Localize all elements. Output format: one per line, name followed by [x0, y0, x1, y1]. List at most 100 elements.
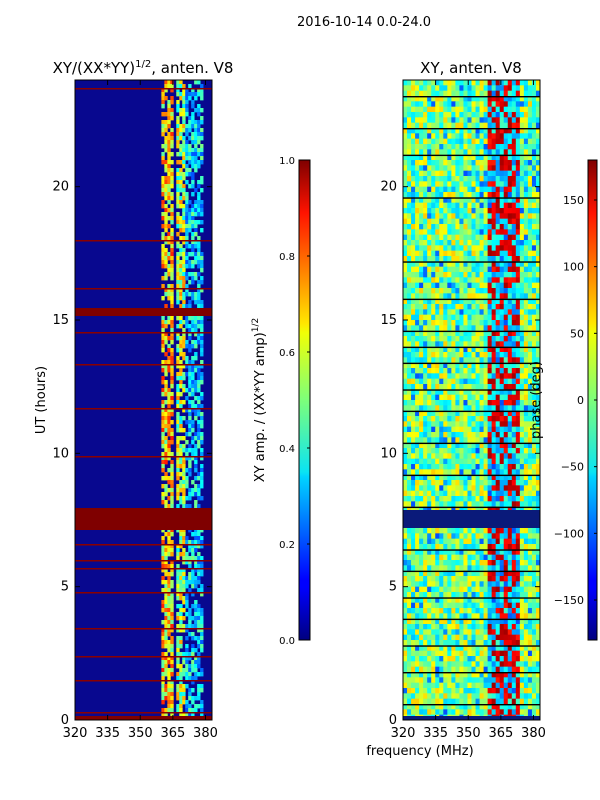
heatmap-cell: [200, 416, 204, 421]
heatmap-cell: [487, 165, 493, 172]
heatmap-cell: [435, 341, 440, 348]
heatmap-cell: [182, 84, 186, 89]
heatmap-cell: [463, 458, 468, 465]
heatmap-cell: [483, 538, 489, 545]
heatmap-cell: [503, 410, 509, 417]
heatmap-cell: [519, 570, 525, 577]
heatmap-cell: [435, 170, 440, 177]
heatmap-cell: [427, 314, 432, 321]
heatmap-cell: [495, 442, 501, 449]
heatmap-cell: [535, 346, 540, 353]
heatmap-cell: [431, 602, 436, 609]
heatmap-cell: [471, 277, 476, 284]
heatmap-cell: [507, 405, 513, 412]
heatmap-cell: [479, 176, 484, 182]
heatmap-cell: [411, 128, 416, 134]
heatmap-cell: [435, 421, 440, 428]
heatmap-cell: [411, 266, 416, 273]
heatmap-cell: [170, 708, 174, 713]
heatmap-cell: [182, 504, 186, 509]
heatmap-cell: [435, 346, 440, 353]
heatmap-cell: [431, 394, 436, 401]
heatmap-cell: [491, 410, 497, 417]
heatmap-cell: [427, 277, 432, 284]
heatmap-cell: [471, 426, 476, 433]
heatmap-cell: [176, 260, 180, 265]
heatmap-cell: [423, 202, 428, 209]
heatmap-cell: [535, 458, 540, 465]
heatmap-cell: [487, 538, 493, 545]
heatmap-cell: [451, 298, 456, 305]
heatmap-cell: [523, 218, 529, 225]
heatmap-cell: [407, 122, 412, 129]
heatmap-cell: [507, 133, 513, 140]
heatmap-cell: [511, 469, 517, 476]
heatmap-cell: [531, 229, 537, 236]
heatmap-cell: [427, 442, 432, 449]
heatmap-cell: [179, 280, 183, 285]
heatmap-cell: [403, 202, 408, 209]
heatmap-cell: [185, 284, 189, 289]
heatmap-cell: [495, 378, 501, 385]
heatmap-cell: [415, 229, 420, 236]
heatmap-cell: [407, 176, 412, 182]
heatmap-cell: [519, 357, 525, 364]
heatmap-cell: [179, 344, 183, 349]
heatmap-cell: [455, 432, 460, 438]
heatmap-cell: [451, 448, 456, 454]
heatmap-cell: [200, 464, 204, 469]
heatmap-cell: [407, 154, 412, 161]
heatmap-cell: [197, 244, 201, 249]
heatmap-cell: [475, 437, 480, 444]
heatmap-cell: [188, 428, 192, 433]
heatmap-cell: [511, 592, 517, 598]
heatmap-cell: [164, 584, 168, 589]
heatmap-cell: [451, 245, 456, 252]
heatmap-cell: [455, 320, 460, 326]
heatmap-cell: [411, 298, 416, 305]
heatmap-cell: [191, 120, 195, 125]
heatmap-cell: [531, 570, 537, 577]
heatmap-cell: [447, 581, 452, 588]
heatmap-cell: [185, 304, 189, 309]
heatmap-cell: [419, 549, 424, 556]
heatmap-cell: [503, 325, 509, 332]
heatmap-cell: [431, 506, 436, 513]
heatmap-cell: [499, 453, 505, 460]
heatmap-cell: [447, 490, 452, 497]
heatmap-cell: [443, 213, 448, 220]
heatmap-cell: [188, 408, 192, 413]
heatmap-cell: [475, 133, 480, 140]
heatmap-cell: [191, 652, 195, 657]
heatmap-cell: [176, 624, 180, 629]
heatmap-cell: [519, 528, 525, 534]
heatmap-cell: [535, 368, 540, 374]
heatmap-cell: [515, 144, 521, 150]
heatmap-cell: [191, 624, 195, 629]
heatmap-cell: [511, 464, 517, 470]
heatmap-cell: [491, 528, 497, 534]
heatmap-cell: [451, 325, 456, 332]
heatmap-cell: [503, 122, 509, 129]
heatmap-cell: [191, 664, 195, 669]
heatmap-cell: [170, 540, 174, 545]
heatmap-cell: [415, 309, 420, 316]
heatmap-cell: [423, 90, 428, 97]
heatmap-cell: [535, 560, 540, 566]
heatmap-cell: [471, 85, 476, 92]
heatmap-cell: [179, 340, 183, 345]
heatmap-cell: [182, 332, 186, 337]
heatmap-cell: [499, 272, 505, 278]
heatmap-cell: [527, 426, 533, 433]
heatmap-cell: [167, 356, 171, 361]
heatmap-cell: [535, 426, 540, 433]
heatmap-cell: [463, 282, 468, 289]
heatmap-cell: [495, 538, 501, 545]
heatmap-cell: [176, 484, 180, 489]
heatmap-cell: [459, 341, 464, 348]
heatmap-cell: [443, 138, 448, 145]
heatmap-cell: [200, 380, 204, 385]
heatmap-cell: [185, 156, 189, 161]
heatmap-cell: [191, 428, 195, 433]
heatmap-cell: [507, 485, 513, 492]
